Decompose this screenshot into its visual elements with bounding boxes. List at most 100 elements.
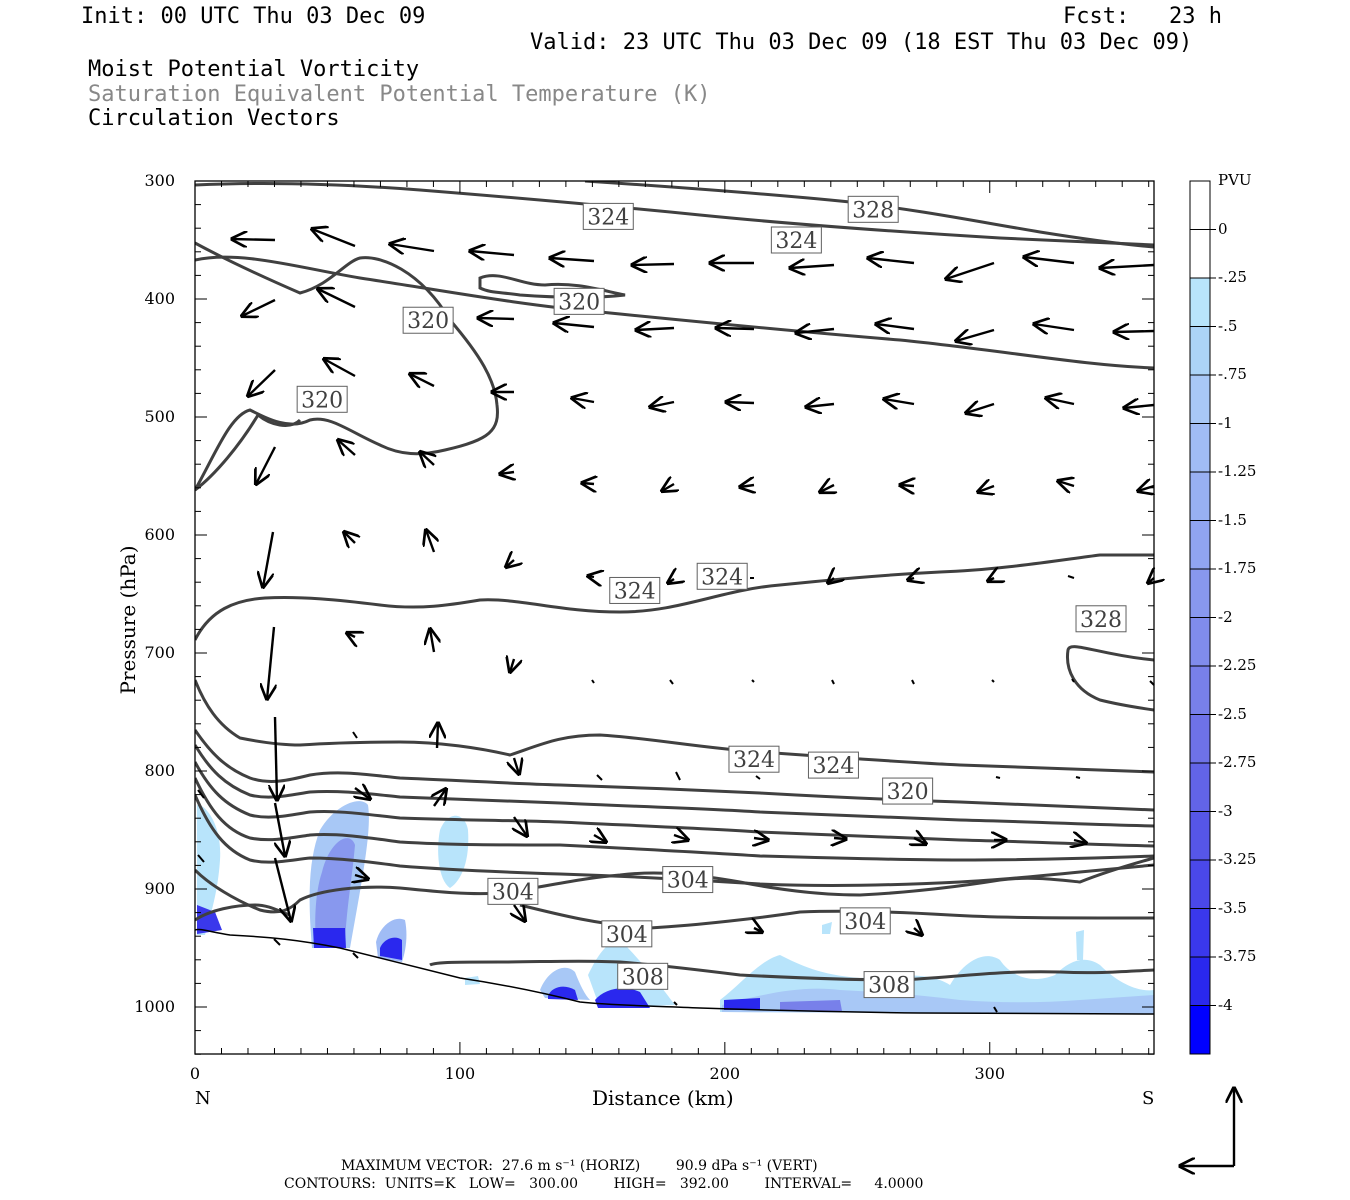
contour-label-box [609,576,661,604]
contour-label: 320 [407,309,449,334]
small-vectors [197,575,1155,1013]
terrain-line [195,928,1154,1015]
colorbar-label: -3.75 [1218,947,1257,965]
contour-label: 324 [701,565,743,590]
colorbar-unit: PVU [1218,171,1252,189]
contour-label: 304 [606,923,648,948]
y-axis-title: Pressure (hPa) [116,545,140,695]
contour-label-box [839,907,891,935]
contour-label: 324 [733,748,775,773]
colorbar-label: -2.25 [1218,656,1257,674]
contour-label-box [728,745,780,773]
colorbar-label: -3 [1218,801,1233,820]
y-tick-label: 900 [144,879,175,898]
contour-label: 304 [492,880,534,905]
colorbar-swatch [1190,617,1210,667]
pv-shading [197,801,1154,1014]
colorbar-swatch [1190,714,1210,764]
colorbar-label: -1 [1218,413,1233,432]
contour-label-box [402,306,454,334]
colorbar-label: -.5 [1218,316,1238,335]
colorbar-swatch [1190,957,1210,1006]
plot-frame [194,180,1155,1055]
contour-label-box [487,877,539,905]
circulation-vectors [232,229,1154,935]
colorbar-swatch [1190,1005,1210,1055]
forecast-hour: Fcst: 23 h [1063,4,1222,29]
colorbar-label: 0 [1218,219,1228,238]
colorbar-swatch [1190,520,1210,570]
colorbar-label: -.75 [1218,365,1247,383]
theta-es-contours [195,181,1154,982]
x-tick-label: 200 [709,1064,741,1083]
contour-label: 308 [868,974,910,999]
contour-label: 328 [852,198,894,223]
y-tick-label: 500 [144,407,175,426]
colorbar-swatch [1190,423,1210,473]
contour-label-box [863,971,915,999]
y-tick-label: 600 [144,525,175,544]
colorbar-label: -2 [1218,607,1233,626]
colorbar-swatch [1190,326,1210,376]
title-theta-es: Saturation Equivalent Potential Temperat… [88,82,711,107]
title-vectors: Circulation Vectors [88,106,340,131]
colorbar-swatch [1190,908,1210,958]
colorbar-label: -.25 [1218,268,1247,286]
colorbar-swatch [1190,811,1210,861]
contour-label-box [882,777,934,805]
contour-label-box [601,920,653,948]
contour-label: 304 [844,910,886,935]
colorbar-swatch [1190,229,1210,279]
init-time: Init: 00 UTC Thu 03 Dec 09 [81,4,426,29]
max-vector-note: MAXIMUM VECTOR: 27.6 m s⁻¹ (HORIZ) 90.9 … [341,1158,818,1174]
colorbar-swatch [1190,763,1210,812]
title-mpv: Moist Potential Vorticity [88,57,420,82]
colorbar-frame [1189,180,1211,1055]
colorbar-swatch [1190,472,1210,521]
contour-label-box [1075,605,1127,633]
colorbar-label: -3.5 [1218,898,1247,917]
contour-label: 304 [667,869,709,894]
contour-label-box [770,226,822,254]
valid-time: Valid: 23 UTC Thu 03 Dec 09 (18 EST Thu … [530,30,1193,55]
contour-label-box [847,195,899,223]
colorbar-label: -3.25 [1218,850,1257,868]
colorbar-label: -2.5 [1218,704,1247,723]
y-tick-label: 1000 [134,997,175,1016]
contours-note: CONTOURS: UNITS=K LOW= 300.00 HIGH= 392.… [284,1176,924,1192]
y-tick-label: 700 [144,643,175,662]
colorbar-swatch [1190,860,1210,909]
x-tick-label: 0 [189,1064,201,1083]
axis-ticks [194,180,1154,1055]
y-tick-label: 300 [144,171,175,190]
contour-label: 308 [622,965,664,990]
contour-label: 324 [614,579,656,604]
colorbar [1189,180,1216,1055]
contour-label-box [296,385,348,413]
contour-label: 328 [1080,608,1122,633]
colorbar-label: -2.75 [1218,753,1257,771]
contour-label-box [807,751,859,779]
colorbar-swatch [1190,375,1210,424]
contour-label: 324 [587,205,629,230]
contour-label: 320 [558,290,600,315]
contour-label-box [582,202,634,230]
colorbar-label: -1.25 [1218,462,1257,480]
colorbar-swatch [1190,666,1210,715]
colorbar-swatch [1190,181,1210,230]
contour-label: 324 [812,754,854,779]
x-left-label: N [195,1088,211,1109]
colorbar-label: -1.5 [1218,510,1247,529]
colorbar-label: -4 [1218,995,1233,1014]
contour-label-box [553,287,605,315]
y-tick-label: 400 [144,289,175,308]
y-tick-label: 800 [144,761,175,780]
x-tick-label: 300 [974,1064,1006,1083]
contour-labels: 324 328 324 320 320 320 324 324 328 324 324 320 304 3… [296,195,1127,999]
colorbar-label: -1.75 [1218,559,1257,577]
x-axis-title: Distance (km) [592,1086,734,1110]
contour-label: 324 [775,229,817,254]
contour-label-box [696,562,748,590]
contour-label: 320 [887,780,929,805]
